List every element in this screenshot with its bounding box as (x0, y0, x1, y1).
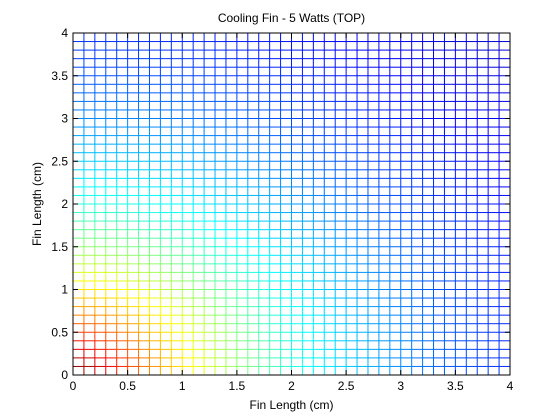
y-tick-label: 1.5 (51, 240, 68, 254)
x-tick-label: 2 (288, 379, 295, 393)
x-axis-label: Fin Length (cm) (249, 398, 333, 412)
x-tick-label: 0.5 (119, 379, 136, 393)
mesh-lines (72, 32, 511, 376)
x-tick-label: 1.5 (229, 379, 246, 393)
x-tick-label: 4 (507, 379, 514, 393)
y-tick-label: 2 (61, 197, 68, 211)
y-tick-label: 3 (61, 112, 68, 126)
y-tick-label: 0.5 (51, 325, 68, 339)
x-axis: 0 0.5 1 1.5 2 2.5 3 3.5 4 (70, 33, 514, 393)
x-tick-label: 0 (70, 379, 77, 393)
y-axis: 0 0.5 1 1.5 2 2.5 3 3.5 4 (51, 26, 510, 382)
x-tick-label: 2.5 (338, 379, 355, 393)
y-tick-label: 4 (61, 26, 68, 40)
x-tick-label: 1 (179, 379, 186, 393)
x-tick-label: 3.5 (447, 379, 464, 393)
y-tick-label: 1 (61, 283, 68, 297)
y-tick-label: 0 (61, 368, 68, 382)
x-tick-label: 3 (397, 379, 404, 393)
y-tick-label: 2.5 (51, 154, 68, 168)
y-tick-label: 3.5 (51, 69, 68, 83)
y-axis-label: Fin Length (cm) (30, 162, 44, 246)
chart-title: Cooling Fin - 5 Watts (TOP) (218, 11, 365, 25)
